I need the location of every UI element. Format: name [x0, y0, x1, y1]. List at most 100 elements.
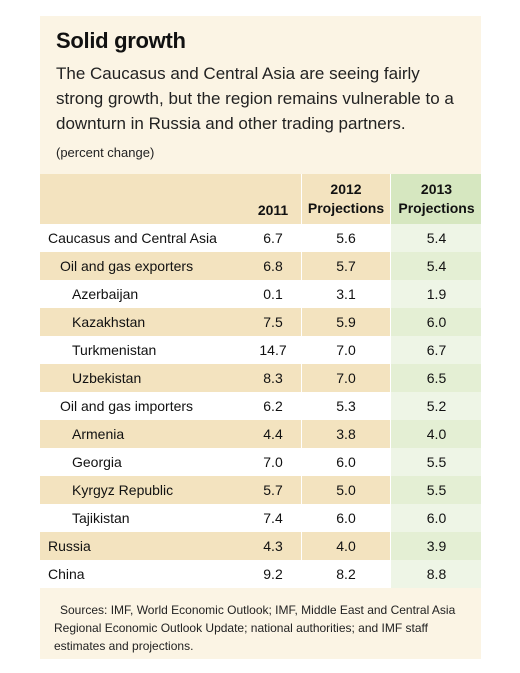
value-cell-2011: 5.7	[263, 482, 283, 498]
value-cell-2012: 6.0	[336, 510, 356, 526]
column-divider	[301, 448, 302, 476]
table-row: Tajikistan 7.4 6.0 6.0	[40, 504, 481, 532]
value-cell-2012: 5.3	[336, 398, 356, 414]
value-cell-2013: 4.0	[426, 426, 447, 442]
column-divider	[390, 336, 391, 364]
row-label: Azerbaijan	[72, 286, 139, 302]
column-divider	[301, 476, 302, 504]
projection-2013-column-bg	[390, 392, 481, 420]
column-divider	[390, 252, 391, 280]
projection-2013-column-bg	[390, 420, 481, 448]
table-header-row: 2011 2012 Projections 2013 Projections	[40, 174, 481, 224]
value-cell-2011: 7.0	[263, 454, 283, 470]
column-divider	[301, 252, 302, 280]
value-cell-2012: 6.0	[336, 454, 356, 470]
header-2013-sub: Projections	[398, 200, 475, 216]
value-cell-2013: 5.2	[426, 398, 447, 414]
value-cell-2013: 8.8	[426, 566, 447, 582]
projection-2013-column-bg	[390, 448, 481, 476]
value-cell-2013: 5.5	[426, 454, 447, 470]
table-row: Armenia 4.4 3.8 4.0	[40, 420, 481, 448]
row-label: Oil and gas importers	[60, 398, 194, 414]
figure-subtitle: The Caucasus and Central Asia are seeing…	[56, 64, 454, 133]
table-row: Uzbekistan 8.3 7.0 6.5	[40, 364, 481, 392]
column-divider	[390, 224, 391, 252]
column-divider	[390, 420, 391, 448]
column-divider	[390, 476, 391, 504]
projection-2013-column-bg	[390, 532, 481, 560]
value-cell-2013: 6.5	[426, 370, 447, 386]
row-label: China	[48, 566, 85, 582]
table-row: Russia 4.3 4.0 3.9	[40, 532, 481, 560]
header-2011-label: 2011	[257, 202, 289, 218]
figure-title: Solid growth	[56, 28, 186, 53]
value-cell-2011: 6.2	[263, 398, 283, 414]
value-cell-2012: 5.9	[336, 314, 356, 330]
value-cell-2011: 8.3	[263, 370, 283, 386]
value-cell-2013: 3.9	[426, 538, 447, 554]
row-label: Caucasus and Central Asia	[48, 230, 217, 246]
projection-2013-column-bg	[390, 560, 481, 588]
header-2012: 2012 Projections	[302, 180, 390, 218]
row-label: Kazakhstan	[72, 314, 146, 330]
unit-note: (percent change)	[56, 145, 155, 160]
column-divider	[301, 364, 302, 392]
value-cell-2013: 5.5	[426, 482, 447, 498]
header-2011: 2011	[232, 201, 314, 220]
row-label: Oil and gas exporters	[60, 258, 194, 274]
column-divider	[301, 308, 302, 336]
table-row: Oil and gas exporters 6.8 5.7 5.4	[40, 252, 481, 280]
projection-2013-column-bg	[390, 336, 481, 364]
value-cell-2012: 7.0	[336, 370, 356, 386]
value-cell-2011: 0.1	[263, 286, 283, 302]
value-cell-2012: 7.0	[336, 342, 356, 358]
row-label: Russia	[48, 538, 91, 554]
column-divider	[390, 532, 391, 560]
column-divider	[390, 504, 391, 532]
column-divider	[390, 174, 391, 224]
value-cell-2012: 3.1	[336, 286, 356, 302]
growth-table: 2011 2012 Projections 2013 Projections C…	[40, 174, 481, 588]
column-divider	[301, 224, 302, 252]
projection-2013-column-bg	[390, 252, 481, 280]
table-row: Turkmenistan 14.7 7.0 6.7	[40, 336, 481, 364]
column-divider	[301, 504, 302, 532]
column-divider	[301, 420, 302, 448]
value-cell-2013: 6.0	[426, 510, 447, 526]
column-divider	[390, 280, 391, 308]
row-label: Georgia	[72, 454, 122, 470]
column-divider	[390, 560, 391, 588]
header-2012-sub: Projections	[307, 200, 385, 216]
value-cell-2012: 5.6	[336, 230, 356, 246]
value-cell-2011: 6.7	[263, 230, 283, 246]
row-label: Uzbekistan	[72, 370, 142, 386]
column-divider	[301, 280, 302, 308]
column-divider	[301, 174, 302, 224]
sources-note: Sources: IMF, World Economic Outlook; IM…	[54, 603, 456, 653]
projection-2013-column-bg	[390, 224, 481, 252]
table-row: Georgia 7.0 6.0 5.5	[40, 448, 481, 476]
column-divider	[390, 364, 391, 392]
projection-2013-column-bg	[390, 174, 481, 224]
column-divider	[390, 448, 391, 476]
projection-2013-column-bg	[390, 308, 481, 336]
value-cell-2013: 1.9	[426, 286, 447, 302]
value-cell-2011: 4.4	[263, 426, 283, 442]
value-cell-2011: 4.3	[263, 538, 283, 554]
value-cell-2012: 4.0	[336, 538, 356, 554]
value-cell-2011: 7.4	[263, 510, 283, 526]
projection-2013-column-bg	[390, 504, 481, 532]
figure-card: Solid growth The Caucasus and Central As…	[40, 16, 481, 659]
row-label: Tajikistan	[72, 510, 130, 526]
header-2013-year: 2013	[420, 181, 453, 197]
value-cell-2011: 9.2	[263, 566, 283, 582]
projection-2013-column-bg	[390, 364, 481, 392]
column-divider	[301, 392, 302, 420]
row-label: Kyrgyz Republic	[72, 482, 174, 498]
header-2012-year: 2012	[330, 181, 362, 197]
value-cell-2011: 14.7	[259, 342, 287, 358]
value-cell-2013: 5.4	[426, 230, 447, 246]
row-label: Armenia	[72, 426, 125, 442]
value-cell-2011: 6.8	[263, 258, 283, 274]
value-cell-2013: 6.7	[426, 342, 447, 358]
